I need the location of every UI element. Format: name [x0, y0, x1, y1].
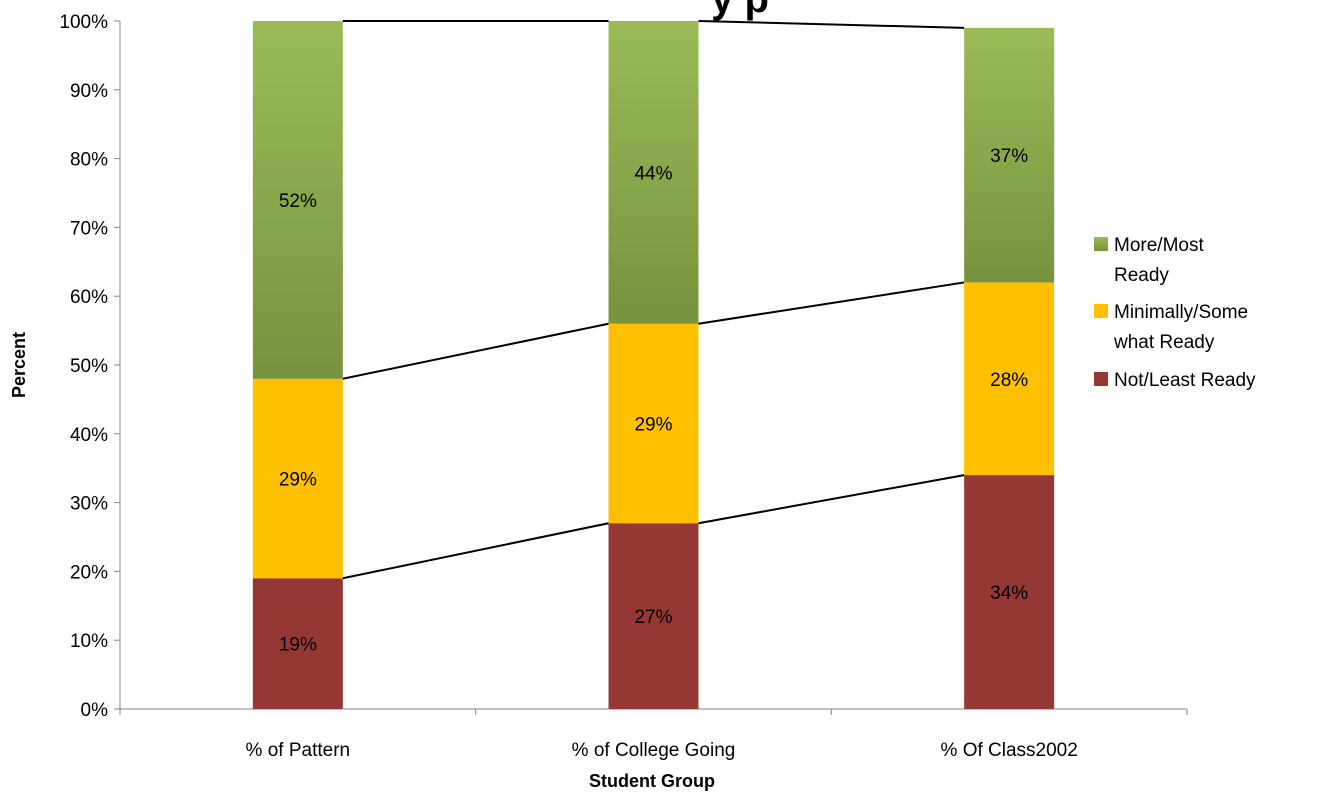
- bar-segment: [252, 21, 343, 379]
- bar-segment: [252, 378, 343, 579]
- bar-segment: [964, 475, 1055, 709]
- x-axis-title: Student Group: [589, 771, 715, 791]
- legend-swatch: [1094, 237, 1108, 251]
- series-line: [698, 20, 965, 29]
- y-tick-label: 60%: [70, 287, 108, 308]
- y-tick-label: 50%: [70, 356, 108, 377]
- y-tick-label: 20%: [70, 562, 108, 583]
- bar-segment: [252, 578, 343, 709]
- data-label: 28%: [990, 370, 1028, 391]
- legend: More/Most Ready Minimally/Some what Ready No…: [1094, 235, 1256, 391]
- data-label: 19%: [279, 635, 317, 656]
- legend-label: Not/Least Ready: [1114, 370, 1256, 391]
- bar-segment: [608, 21, 699, 324]
- y-axis-title: Percent: [9, 332, 29, 398]
- bar-segment: [964, 27, 1055, 283]
- data-label: 29%: [279, 470, 317, 491]
- y-tick-label: 30%: [70, 494, 108, 515]
- legend-label: what Ready: [1113, 332, 1215, 353]
- legend-swatch: [1094, 304, 1108, 318]
- series-line: [698, 281, 965, 325]
- legend-label: Ready: [1114, 265, 1169, 286]
- legend-swatch: [1094, 372, 1108, 386]
- series-line: [342, 322, 609, 380]
- y-tick-label: 100%: [59, 12, 108, 33]
- y-tick-label: 40%: [70, 425, 108, 446]
- legend-label: More/Most: [1114, 235, 1204, 256]
- bar-segment: [608, 323, 699, 524]
- data-label: 44%: [634, 163, 672, 184]
- bar-segment: [608, 523, 699, 709]
- data-label: 27%: [634, 607, 672, 628]
- chart-title: y p: [711, 0, 769, 21]
- bars: [252, 21, 1055, 709]
- legend-label: Minimally/Some: [1114, 302, 1248, 323]
- data-label: 34%: [990, 583, 1028, 604]
- y-tick-label: 70%: [70, 218, 108, 239]
- data-labels: 19% 29% 52% 27% 29% 44% 34% 28% 37%: [279, 146, 1028, 655]
- data-label: 29%: [634, 414, 672, 435]
- y-tick-label: 10%: [70, 631, 108, 652]
- series-line: [698, 474, 965, 525]
- x-category-label: % of Pattern: [246, 740, 351, 761]
- y-tick-label: 0%: [81, 700, 109, 721]
- series-connector-lines: [342, 20, 965, 580]
- x-category-label: % Of Class2002: [941, 740, 1078, 761]
- series-line: [342, 522, 609, 580]
- axes: 0% 10% 20% 30% 40% 50% 60% 70% 80% 90% 100% % of Pa…: [59, 12, 1188, 761]
- y-tick-label: 90%: [70, 81, 108, 102]
- bar-segment: [964, 282, 1055, 476]
- x-category-label: % of College Going: [572, 740, 736, 761]
- data-label: 52%: [279, 191, 317, 212]
- data-label: 37%: [990, 146, 1028, 167]
- y-tick-label: 80%: [70, 150, 108, 171]
